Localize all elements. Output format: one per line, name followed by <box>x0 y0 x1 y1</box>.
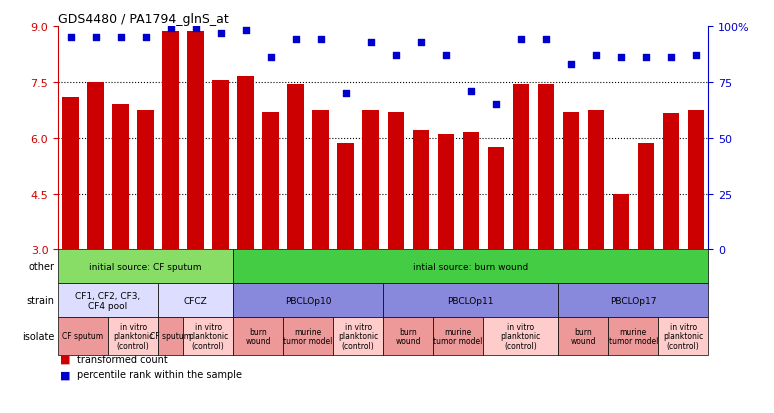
Point <box>265 55 277 62</box>
Point <box>389 52 402 59</box>
Bar <box>512 84 529 250</box>
Bar <box>238 77 254 250</box>
Point <box>489 102 502 108</box>
Text: CF1, CF2, CF3,
CF4 pool: CF1, CF2, CF3, CF4 pool <box>75 291 141 310</box>
Point <box>115 35 127 41</box>
Text: ■: ■ <box>60 354 70 364</box>
Point <box>414 39 426 46</box>
Text: ►: ► <box>60 332 66 341</box>
Text: intial source: burn wound: intial source: burn wound <box>413 262 529 271</box>
Point <box>190 26 202 32</box>
Text: in vitro
planktonic
(control): in vitro planktonic (control) <box>338 322 378 350</box>
Bar <box>313 110 329 250</box>
Text: in vitro
planktonic
(control): in vitro planktonic (control) <box>188 322 228 350</box>
Text: murine
tumor model: murine tumor model <box>283 327 333 346</box>
Bar <box>388 112 404 250</box>
Text: strain: strain <box>26 296 54 306</box>
Bar <box>587 110 604 250</box>
Bar <box>663 114 679 250</box>
Text: ►: ► <box>60 262 66 271</box>
Bar <box>413 131 429 250</box>
Text: in vitro
planktonic
(control): in vitro planktonic (control) <box>663 322 704 350</box>
Point <box>515 37 527 43</box>
Point <box>139 35 152 41</box>
Point <box>564 62 577 68</box>
Bar <box>612 194 628 250</box>
Text: other: other <box>28 262 54 272</box>
Text: CF sputum: CF sputum <box>150 332 191 341</box>
Bar <box>337 144 354 250</box>
Point <box>365 39 377 46</box>
Bar <box>262 112 279 250</box>
Point <box>64 35 77 41</box>
Bar <box>187 32 204 250</box>
Bar <box>63 97 79 250</box>
Point <box>590 52 602 59</box>
Bar <box>138 110 154 250</box>
Point <box>314 37 327 43</box>
Text: burn
wound: burn wound <box>396 327 421 346</box>
Bar <box>488 148 504 250</box>
Point <box>239 28 252 35</box>
Bar <box>563 112 579 250</box>
Text: GDS4480 / PA1794_glnS_at: GDS4480 / PA1794_glnS_at <box>58 13 229 26</box>
Text: CF sputum: CF sputum <box>63 332 104 341</box>
Text: in vitro
planktonic
(control): in vitro planktonic (control) <box>501 322 541 350</box>
Text: burn
wound: burn wound <box>570 327 596 346</box>
Text: in vitro
planktonic
(control): in vitro planktonic (control) <box>113 322 153 350</box>
Point <box>440 52 452 59</box>
Text: PBCLOp10: PBCLOp10 <box>285 296 331 305</box>
Text: PBCLOp11: PBCLOp11 <box>447 296 494 305</box>
Point <box>89 35 101 41</box>
Bar <box>687 110 704 250</box>
Bar <box>112 105 128 250</box>
Bar <box>538 84 554 250</box>
Bar <box>638 144 654 250</box>
Point <box>164 26 176 32</box>
Text: isolate: isolate <box>22 331 54 341</box>
Text: percentile rank within the sample: percentile rank within the sample <box>77 370 241 380</box>
Bar <box>213 81 229 250</box>
Text: CFCZ: CFCZ <box>183 296 207 305</box>
Point <box>690 52 702 59</box>
Text: murine
tumor model: murine tumor model <box>433 327 483 346</box>
Text: murine
tumor model: murine tumor model <box>608 327 658 346</box>
Text: transformed count: transformed count <box>77 354 167 364</box>
Bar <box>163 32 179 250</box>
Point <box>639 55 652 62</box>
Text: ►: ► <box>60 296 66 305</box>
Bar <box>362 110 378 250</box>
Bar <box>437 135 454 250</box>
Bar <box>463 133 479 250</box>
Text: ■: ■ <box>60 370 70 380</box>
Bar <box>87 83 104 250</box>
Point <box>615 55 627 62</box>
Text: initial source: CF sputum: initial source: CF sputum <box>89 262 202 271</box>
Point <box>289 37 302 43</box>
Point <box>539 37 552 43</box>
Bar <box>287 84 303 250</box>
Text: PBCLOp17: PBCLOp17 <box>610 296 656 305</box>
Text: burn
wound: burn wound <box>245 327 271 346</box>
Point <box>665 55 677 62</box>
Point <box>214 30 227 37</box>
Point <box>464 88 477 95</box>
Point <box>340 90 352 97</box>
